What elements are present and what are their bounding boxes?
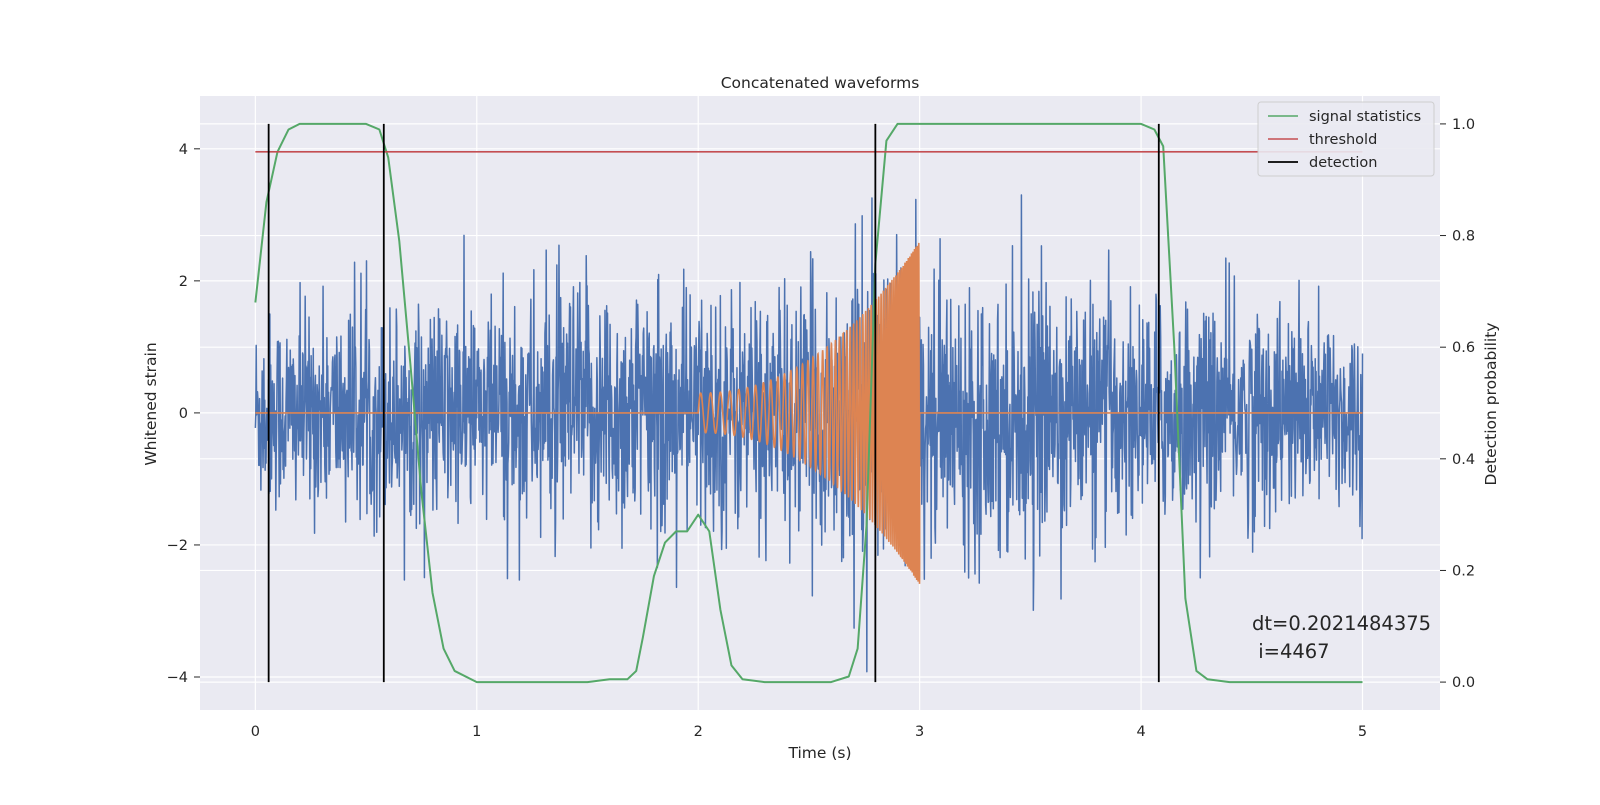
- legend-label-threshold: threshold: [1309, 132, 1377, 148]
- x-tick-label: 0: [251, 724, 260, 740]
- chart-title: Concatenated waveforms: [721, 74, 920, 92]
- signal-statistics-line: [254, 122, 1363, 684]
- y-axis-ticks: −4 −2 0 2 4: [167, 142, 200, 686]
- y2-axis-label: Detection probability: [1482, 323, 1500, 486]
- legend-label-detection: detection: [1309, 155, 1377, 171]
- x-axis-label: Time (s): [787, 744, 851, 762]
- y-tick-label: 2: [179, 274, 188, 290]
- y2-tick-label: 0.6: [1452, 340, 1475, 356]
- x-tick-label: 3: [915, 724, 924, 740]
- y-tick-label: 0: [179, 406, 188, 422]
- y2-tick-label: 1.0: [1452, 117, 1475, 133]
- signal-statistics-series: [254, 122, 1363, 684]
- y2-tick-label: 0.0: [1452, 675, 1475, 691]
- y-tick-label: −2: [167, 538, 188, 554]
- y-tick-label: −4: [167, 670, 188, 686]
- y2-tick-label: 0.2: [1452, 563, 1475, 579]
- chirp-line: [255, 242, 1363, 584]
- y2-tick-label: 0.8: [1452, 229, 1475, 245]
- y-axis-label: Whitened strain: [142, 342, 160, 465]
- y2-tick-label: 0.4: [1452, 452, 1475, 468]
- legend-label-signal-statistics: signal statistics: [1309, 109, 1421, 125]
- legend-box: [1257, 101, 1435, 177]
- x-tick-label: 4: [1136, 724, 1145, 740]
- detection-series: [267, 123, 1160, 683]
- annotation-i: i=4467: [1252, 640, 1330, 663]
- y-tick-label: 4: [179, 142, 188, 158]
- x-axis-ticks: 0 1 2 3 4 5: [251, 724, 1367, 740]
- x-tick-label: 5: [1358, 724, 1367, 740]
- legend: signal statistics threshold detection: [1257, 101, 1435, 177]
- x-tick-label: 1: [472, 724, 481, 740]
- x-tick-label: 2: [694, 724, 703, 740]
- chirp-series: [255, 242, 1363, 584]
- annotation-dt: dt=0.2021484375: [1252, 612, 1431, 635]
- y2-axis-ticks: 0.0 0.2 0.4 0.6 0.8 1.0: [1440, 117, 1475, 691]
